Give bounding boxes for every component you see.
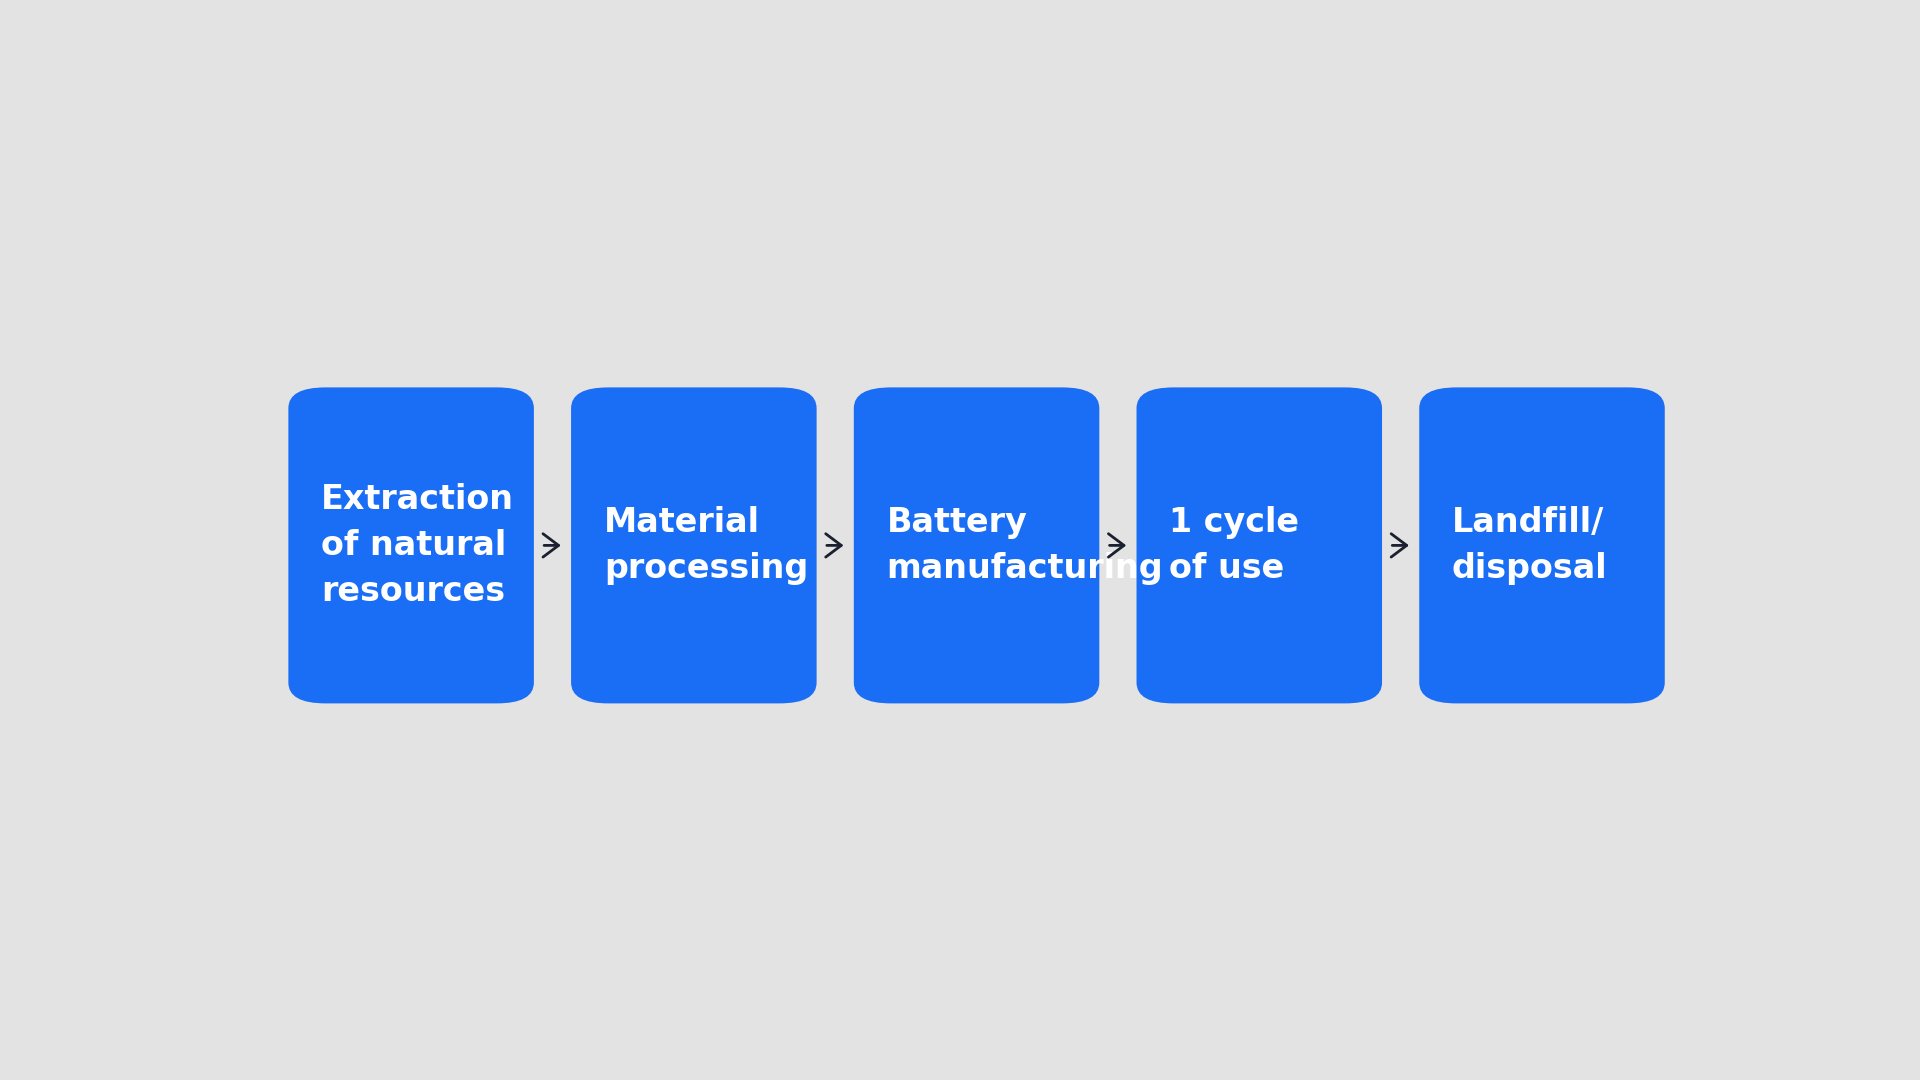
Text: Extraction
of natural
resources: Extraction of natural resources [321,483,515,608]
Text: Material
processing: Material processing [603,505,808,585]
FancyBboxPatch shape [570,388,816,703]
FancyBboxPatch shape [288,388,534,703]
FancyBboxPatch shape [854,388,1100,703]
FancyBboxPatch shape [1419,388,1665,703]
FancyBboxPatch shape [1137,388,1382,703]
Text: Battery
manufacturing: Battery manufacturing [887,505,1164,585]
Text: Landfill/
disposal: Landfill/ disposal [1452,505,1607,585]
Text: 1 cycle
of use: 1 cycle of use [1169,505,1300,585]
